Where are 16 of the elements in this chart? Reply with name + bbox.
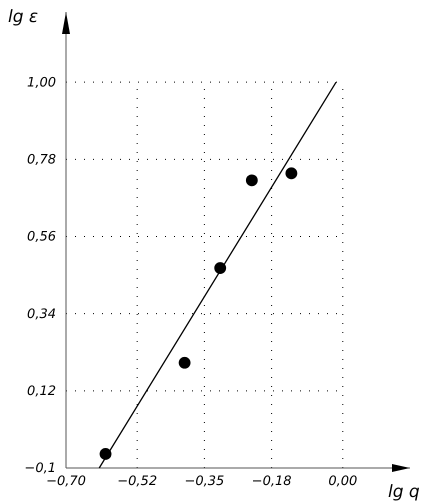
- y-tick-label: 0,12: [27, 384, 56, 399]
- y-tick-label: 0,56: [27, 230, 56, 245]
- y-tick-label: −0,1: [24, 461, 56, 476]
- y-tick-label: 1,00: [27, 75, 56, 90]
- x-tick-label: 0,00: [328, 474, 358, 490]
- x-tick-label: −0,35: [184, 474, 224, 490]
- x-tick-label: −0,70: [46, 474, 86, 490]
- point: [285, 167, 298, 180]
- x-tick-label: −0,52: [117, 474, 158, 490]
- y-tick-label: 0,34: [27, 306, 56, 322]
- x-tick-label: −0,18: [252, 474, 292, 490]
- y-tick-label: 0,78: [27, 152, 56, 168]
- y-axis-title: lg ε: [8, 7, 38, 27]
- x-axis-title: lg q: [388, 482, 420, 501]
- point: [246, 174, 258, 186]
- point: [178, 356, 191, 369]
